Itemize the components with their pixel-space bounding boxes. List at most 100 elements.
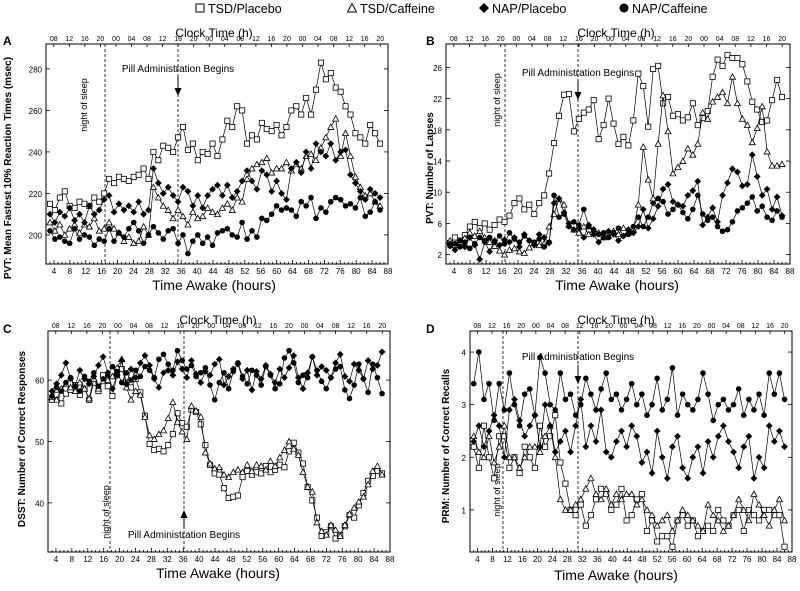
data-point-diamond [684, 191, 692, 199]
data-point-square [145, 175, 152, 182]
data-point-circle [546, 239, 552, 245]
y-tick-label: 26 [433, 64, 442, 73]
data-point-triangle [638, 495, 646, 503]
data-point-triangle [359, 492, 368, 500]
data-point-square [46, 200, 53, 207]
data-point-circle [526, 237, 533, 244]
data-point-diamond [273, 177, 280, 185]
data-point-triangle [614, 230, 623, 238]
top-tick-label: 12 [254, 323, 262, 330]
data-point-square [674, 111, 681, 118]
data-point-square [278, 132, 285, 139]
data-point-triangle [108, 372, 117, 380]
y-tick-label: 280 [29, 65, 43, 74]
data-point-triangle [169, 214, 177, 222]
data-point-triangle [262, 465, 270, 473]
data-point-diamond [61, 212, 69, 220]
data-point-triangle [233, 193, 241, 201]
data-point-circle [52, 236, 58, 242]
x-tick-label: 20 [115, 555, 124, 564]
top-tick-label: 16 [763, 36, 771, 43]
data-point-triangle [556, 495, 565, 503]
data-point-diamond [76, 366, 84, 374]
data-point-diamond [140, 210, 147, 218]
data-point-square [577, 501, 584, 508]
data-point-circle [323, 209, 329, 215]
top-tick-label: 20 [693, 323, 701, 330]
data-point-circle [185, 250, 191, 257]
data-point-square [635, 70, 642, 77]
data-point-circle [719, 228, 726, 235]
data-point-circle [618, 407, 625, 413]
x-tick-label: 16 [498, 267, 507, 276]
data-point-triangle [238, 468, 247, 475]
data-point-triangle [592, 490, 600, 497]
data-point-square [615, 140, 622, 147]
data-point-triangle [257, 462, 265, 469]
data-point-circle [749, 194, 756, 200]
data-point-circle [352, 205, 359, 211]
data-point-circle [216, 379, 223, 386]
data-point-square [724, 51, 731, 58]
data-point-square [160, 142, 167, 149]
data-point-square [327, 70, 334, 77]
data-point-triangle [694, 140, 702, 147]
data-point-diamond [81, 219, 88, 226]
data-point-diamond [729, 165, 736, 173]
panel-d-plot: 4 8 12 16 20 24 28 32 36 40 44 48 52 56 60 64 68 72 76 80 84… [462, 323, 797, 564]
data-point-square [372, 130, 379, 137]
data-point-triangle [475, 448, 483, 455]
data-point-diamond [378, 348, 386, 356]
top-tick-label: 16 [174, 36, 182, 43]
top-tick-label: 12 [466, 36, 474, 43]
data-point-square [140, 165, 147, 172]
data-point-circle [57, 234, 63, 240]
data-point-circle [476, 349, 482, 355]
data-point-triangle [724, 521, 733, 529]
data-point-circle [309, 353, 316, 360]
data-point-triangle [174, 206, 182, 213]
data-point-diamond [248, 177, 256, 185]
data-point-circle [690, 206, 696, 213]
data-point-diamond [725, 438, 732, 445]
data-point-square [229, 124, 236, 131]
data-point-square [111, 180, 118, 187]
data-point-circle [771, 391, 778, 397]
data-point-square [91, 194, 98, 201]
data-point-square [160, 448, 167, 455]
data-point-triangle [743, 121, 751, 128]
data-point-diamond [735, 464, 743, 472]
data-point-circle [165, 227, 172, 234]
data-point-square [640, 83, 647, 90]
data-point-diamond [540, 234, 548, 241]
data-point-circle [625, 231, 632, 238]
data-point-triangle [520, 249, 529, 256]
data-point-circle [293, 213, 300, 220]
x-tick-label: 24 [548, 555, 557, 564]
data-point-square [781, 543, 788, 550]
panel-d-letter: D [426, 322, 435, 336]
data-point-circle [562, 396, 569, 403]
data-point-triangle [208, 208, 217, 215]
x-tick-label: 80 [354, 555, 363, 564]
data-point-diamond [500, 453, 508, 461]
data-point-square [298, 111, 305, 118]
data-point-triangle [164, 414, 172, 421]
data-point-triangle [619, 224, 628, 231]
data-point-triangle [480, 453, 488, 461]
x-tick-label: 72 [320, 267, 329, 276]
data-point-circle [588, 391, 594, 397]
data-point-diamond [719, 422, 727, 430]
data-point-triangle [723, 99, 732, 107]
data-point-circle [372, 198, 378, 205]
data-point-diamond [95, 361, 102, 369]
data-point-square [501, 218, 508, 225]
data-point-square [665, 94, 672, 101]
x-tick-label: 88 [384, 267, 393, 276]
data-point-diamond [105, 192, 113, 199]
top-tick-label: 12 [488, 323, 496, 330]
data-point-square [106, 175, 113, 182]
data-point-circle [258, 382, 264, 388]
data-point-triangle [199, 212, 207, 220]
data-point-triangle [694, 521, 702, 529]
